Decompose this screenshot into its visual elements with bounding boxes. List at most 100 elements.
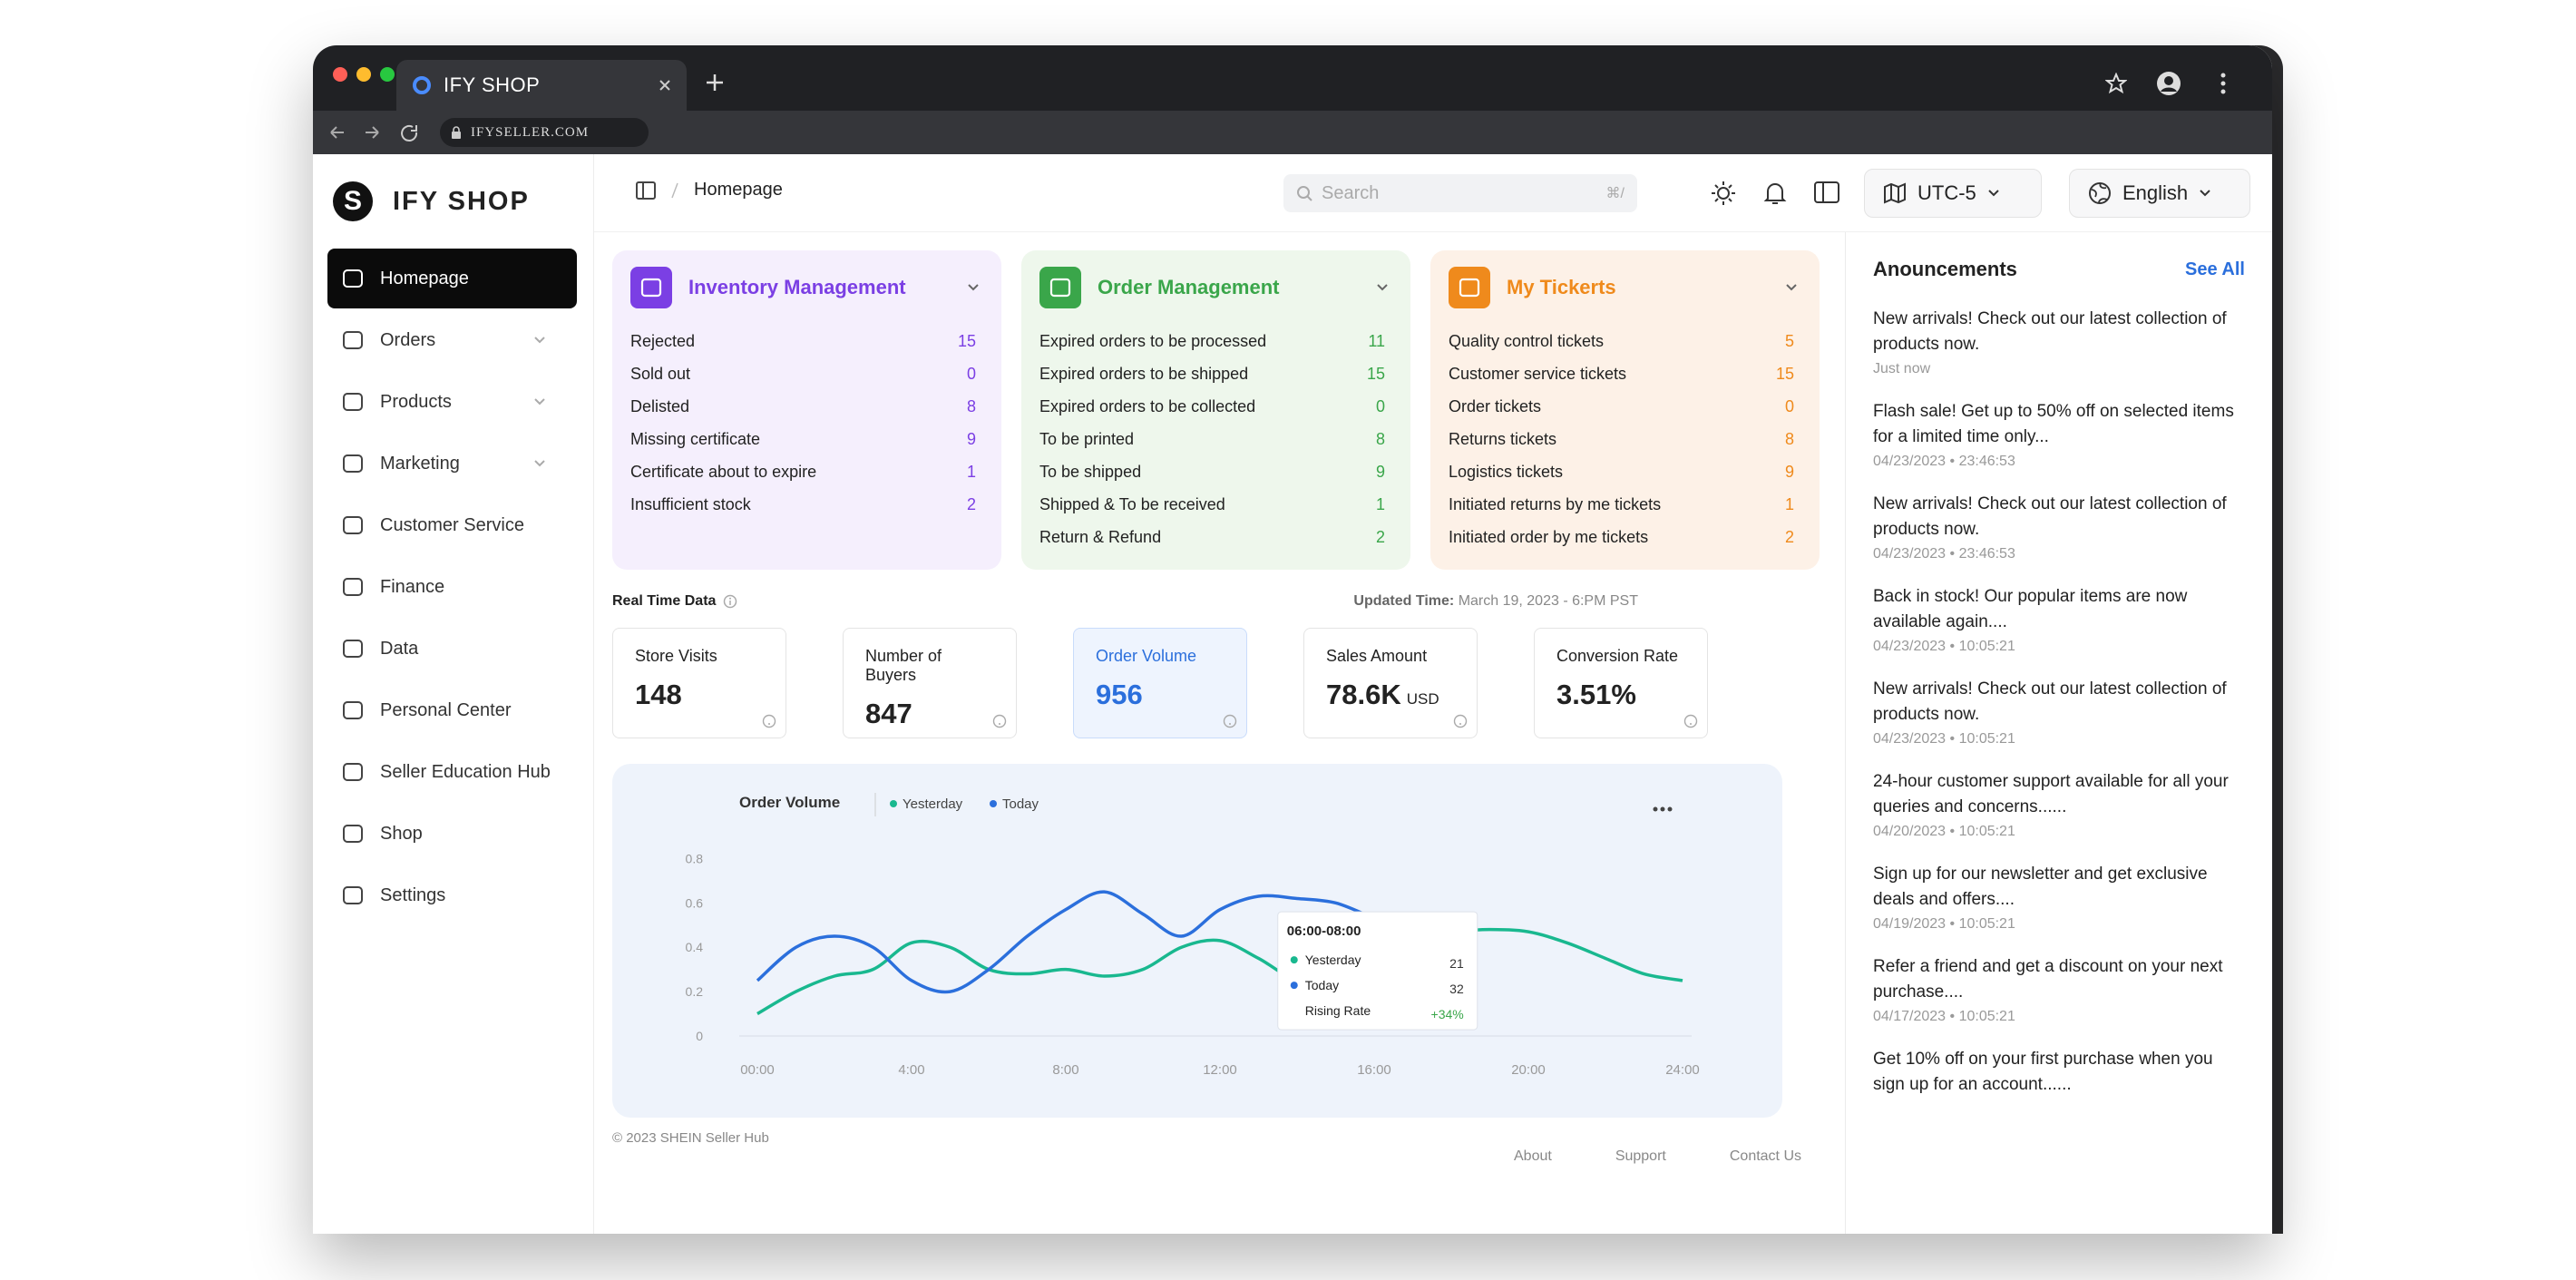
card-row: Delisted 8 [630, 390, 983, 423]
new-tab[interactable] [705, 73, 725, 93]
row-label: To be shipped [1039, 463, 1142, 481]
row-label: Insufficient stock [630, 495, 751, 513]
metric-value: 956 [1096, 679, 1143, 710]
footer-link[interactable]: About [1514, 1148, 1552, 1164]
minimize-dot[interactable] [356, 67, 371, 82]
card-row: Expired orders to be processed 11 [1039, 325, 1392, 357]
announcement[interactable]: Sign up for our newsletter and get exclu… [1873, 862, 2245, 933]
announcement-text: 24-hour customer support available for a… [1873, 772, 2229, 816]
card-row: To be shipped 9 [1039, 455, 1392, 488]
metric-value: 847 [865, 698, 912, 729]
announcement-text: Sign up for our newsletter and get exclu… [1873, 865, 2208, 909]
x-tick-label: 8:00 [1052, 1062, 1078, 1078]
card-row: Quality control tickets 5 [1449, 325, 1801, 357]
announcement-text: Flash sale! Get up to 50% off on selecte… [1873, 402, 2234, 446]
metric-card[interactable]: Store Visits 148 [612, 628, 786, 738]
card-header: Order Management [1039, 267, 1392, 308]
row-value: 8 [966, 397, 976, 415]
y-tick-label: 0.8 [686, 851, 704, 865]
brand[interactable]: S IFY SHOP [313, 174, 593, 229]
metric-card[interactable]: Conversion Rate 3.51% [1534, 628, 1708, 738]
menu-item[interactable]: Data [327, 619, 577, 679]
announcement[interactable]: Back in stock! Our popular items are now… [1873, 584, 2245, 655]
menu-item[interactable]: Orders [327, 310, 577, 370]
footer-link[interactable]: Support [1615, 1148, 1666, 1164]
sidebar-toggle[interactable] [636, 181, 656, 200]
row-label: Expired orders to be collected [1039, 397, 1256, 415]
tab-close[interactable] [658, 78, 672, 93]
menu-label: Homepage [380, 268, 469, 288]
metric-card[interactable]: Sales Amount 78.6K USD [1303, 628, 1478, 738]
row-value: 8 [1375, 430, 1385, 448]
menu-icon-shape [343, 825, 363, 843]
see-all[interactable]: See All [2185, 259, 2245, 279]
nav-buttons[interactable] [326, 122, 425, 143]
announcement[interactable]: New arrivals! Check out our latest colle… [1873, 307, 2245, 377]
announcement[interactable]: New arrivals! Check out our latest colle… [1873, 677, 2245, 747]
map-icon [1884, 182, 1906, 204]
card-row: Expired orders to be collected 0 [1039, 390, 1392, 423]
card-icon-glyph [1049, 278, 1071, 298]
tooltip-value: 32 [1449, 982, 1464, 996]
tab-title: IFY SHOP [444, 73, 541, 96]
menu-label: Data [380, 638, 419, 659]
menu-label: Seller Education Hub [380, 761, 551, 782]
tab-favicon [413, 76, 431, 94]
language-select[interactable]: English [2069, 169, 2250, 218]
card-row: Customer service tickets 15 [1449, 357, 1801, 390]
maximize-dot[interactable] [380, 67, 395, 82]
menu-item[interactable]: Finance [327, 557, 577, 617]
metric-label: Number of Buyers [865, 647, 942, 684]
panel-toggle[interactable] [1813, 180, 1840, 205]
bookmark-star[interactable] [2105, 73, 2127, 94]
announcement[interactable]: 24-hour customer support available for a… [1873, 769, 2245, 840]
content-body: Inventory Management Rejected 15 Sold out 0 D… [594, 232, 2272, 1234]
metric-card[interactable]: Order Volume 956 [1073, 628, 1247, 738]
metric-card[interactable]: Number of Buyers 847 [843, 628, 1017, 738]
row-value: 2 [966, 495, 976, 513]
row-value: 9 [1784, 463, 1794, 481]
card-row: Missing certificate 9 [630, 423, 983, 455]
menu-item[interactable]: Products [327, 372, 577, 432]
announcement[interactable]: Flash sale! Get up to 50% off on selecte… [1873, 399, 2245, 470]
browser-menu[interactable] [2220, 71, 2227, 96]
announcement-text: New arrivals! Check out our latest colle… [1873, 679, 2227, 724]
tooltip-label: Yesterday [1305, 953, 1361, 967]
info-icon[interactable] [723, 594, 737, 609]
menu-item[interactable]: Seller Education Hub [327, 742, 577, 802]
announcement[interactable]: New arrivals! Check out our latest colle… [1873, 492, 2245, 562]
search-box[interactable]: Search ⌘/ [1283, 174, 1637, 212]
help-dot [999, 723, 1000, 725]
chevron-path [534, 337, 545, 344]
profile-icon[interactable] [2156, 71, 2181, 96]
footer: © 2023 SHEIN Seller Hub About Support Cont… [612, 1130, 1820, 1165]
row-value: 0 [1375, 397, 1385, 415]
menu-item[interactable]: Marketing [327, 434, 577, 493]
timezone-select[interactable]: UTC-5 [1864, 169, 2042, 218]
announcement[interactable]: Get 10% off on your first purchase when … [1873, 1047, 2245, 1098]
browser-tab[interactable]: IFY SHOP [396, 60, 687, 111]
metric-value-wrap: 148 [635, 679, 764, 711]
theme-toggle[interactable] [1710, 180, 1737, 207]
notifications[interactable] [1762, 180, 1788, 207]
url-field[interactable]: IFYSELLER.COM [440, 118, 649, 147]
app: S IFY SHOP Homepage Orders Products Marketi… [313, 154, 2272, 1234]
menu-icon [343, 886, 363, 904]
legend-label: Today [1002, 796, 1039, 812]
menu-item[interactable]: Customer Service [327, 495, 577, 555]
menu-icon-shape [343, 886, 363, 904]
tooltip-dot [1290, 982, 1298, 990]
footer-link[interactable]: Contact Us [1729, 1148, 1801, 1164]
menu-item[interactable]: Shop [327, 804, 577, 864]
row-value: 1 [1784, 495, 1794, 513]
chevron [968, 284, 979, 291]
metric-label: Sales Amount [1326, 647, 1428, 665]
close-dot[interactable] [333, 67, 347, 82]
chevron-path [534, 460, 545, 467]
announcement[interactable]: Refer a friend and get a discount on you… [1873, 954, 2245, 1025]
announcement-text: New arrivals! Check out our latest colle… [1873, 309, 2227, 354]
menu-item[interactable]: Personal Center [327, 680, 577, 740]
card-icon-glyph [640, 278, 662, 298]
menu-item[interactable]: Settings [327, 865, 577, 925]
menu-item[interactable]: Homepage [327, 249, 577, 308]
